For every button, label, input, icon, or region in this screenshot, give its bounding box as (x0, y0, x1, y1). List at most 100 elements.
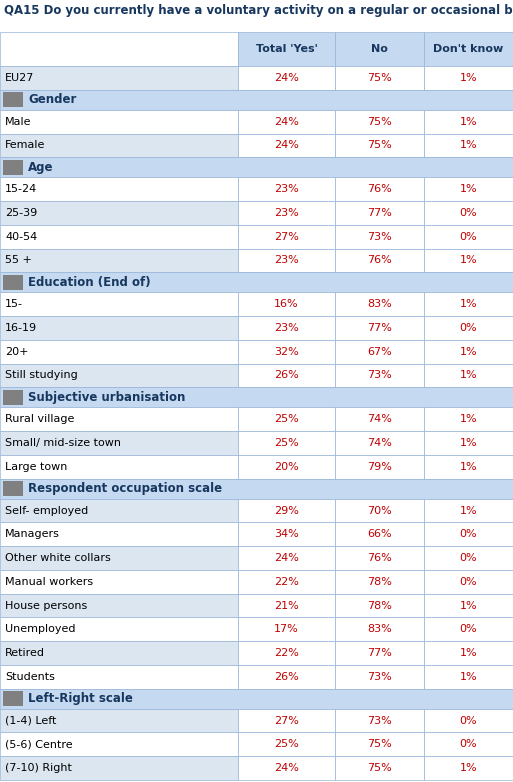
Text: 25%: 25% (274, 438, 299, 448)
Bar (335, 431, 424, 455)
Text: 40-54: 40-54 (5, 231, 37, 242)
Bar (0, 157, 513, 178)
Bar (238, 665, 335, 689)
Text: 0%: 0% (460, 208, 477, 218)
Text: 25%: 25% (274, 739, 299, 749)
Text: 25%: 25% (274, 414, 299, 425)
Text: Small/ mid-size town: Small/ mid-size town (5, 438, 121, 448)
Bar (238, 522, 335, 546)
Bar (424, 756, 513, 780)
Bar (238, 109, 335, 134)
Bar (3, 274, 23, 290)
Text: 0%: 0% (460, 739, 477, 749)
Text: Managers: Managers (5, 529, 60, 540)
Text: 0%: 0% (460, 553, 477, 563)
Text: 73%: 73% (367, 371, 392, 381)
Bar (238, 570, 335, 594)
Bar (0, 594, 238, 618)
Bar (238, 178, 335, 201)
Bar (424, 618, 513, 641)
Text: EU27: EU27 (5, 73, 34, 83)
Text: 24%: 24% (274, 117, 299, 127)
Bar (335, 134, 424, 157)
Bar (424, 201, 513, 224)
Text: 76%: 76% (367, 256, 392, 265)
Bar (0, 522, 238, 546)
Bar (335, 665, 424, 689)
Bar (424, 594, 513, 618)
Text: 1%: 1% (460, 73, 477, 83)
Bar (424, 522, 513, 546)
Bar (0, 90, 513, 109)
Text: 23%: 23% (274, 208, 299, 218)
Bar (238, 66, 335, 90)
Text: 66%: 66% (367, 529, 392, 540)
Bar (3, 160, 23, 175)
Bar (238, 641, 335, 665)
Bar (335, 522, 424, 546)
Bar (0, 292, 238, 316)
Bar (335, 570, 424, 594)
Bar (424, 134, 513, 157)
Text: 75%: 75% (367, 141, 392, 150)
Text: 16%: 16% (274, 300, 299, 309)
Text: 1%: 1% (460, 141, 477, 150)
Text: 1%: 1% (460, 648, 477, 658)
Text: 0%: 0% (460, 577, 477, 586)
Text: Gender: Gender (28, 93, 76, 106)
Bar (0, 316, 238, 340)
Bar (0, 665, 238, 689)
Text: Manual workers: Manual workers (5, 577, 93, 586)
Text: Female: Female (5, 141, 45, 150)
Bar (424, 431, 513, 455)
Bar (335, 66, 424, 90)
Bar (424, 407, 513, 431)
Text: 23%: 23% (274, 256, 299, 265)
Text: 1%: 1% (460, 184, 477, 194)
Text: 0%: 0% (460, 716, 477, 726)
Bar (335, 249, 424, 272)
Text: 1%: 1% (460, 256, 477, 265)
Bar (335, 32, 424, 66)
Text: 70%: 70% (367, 505, 392, 515)
Bar (0, 618, 238, 641)
Text: 1%: 1% (460, 300, 477, 309)
Text: 1%: 1% (460, 346, 477, 357)
Bar (0, 340, 238, 364)
Bar (238, 340, 335, 364)
Text: 15-: 15- (5, 300, 23, 309)
Bar (238, 249, 335, 272)
Text: 20+: 20+ (5, 346, 29, 357)
Text: 77%: 77% (367, 648, 392, 658)
Bar (0, 479, 513, 499)
Bar (238, 431, 335, 455)
Text: Respondent occupation scale: Respondent occupation scale (28, 482, 222, 495)
Text: QA15 Do you currently have a voluntary activity on a regular or occasional basis: QA15 Do you currently have a voluntary a… (4, 4, 513, 17)
Bar (238, 224, 335, 249)
Bar (3, 390, 23, 405)
Text: 74%: 74% (367, 438, 392, 448)
Text: Retired: Retired (5, 648, 45, 658)
Text: 77%: 77% (367, 208, 392, 218)
Text: 75%: 75% (367, 763, 392, 773)
Bar (0, 756, 238, 780)
Text: 76%: 76% (367, 184, 392, 194)
Text: 1%: 1% (460, 461, 477, 472)
Bar (335, 641, 424, 665)
Bar (424, 178, 513, 201)
Text: Age: Age (28, 161, 53, 174)
Text: 29%: 29% (274, 505, 299, 515)
Text: (1-4) Left: (1-4) Left (5, 716, 56, 726)
Text: Still studying: Still studying (5, 371, 78, 381)
Text: Male: Male (5, 117, 31, 127)
Text: 77%: 77% (367, 323, 392, 333)
Text: House persons: House persons (5, 601, 87, 611)
Text: 25-39: 25-39 (5, 208, 37, 218)
Text: 0%: 0% (460, 323, 477, 333)
Text: 24%: 24% (274, 73, 299, 83)
Text: 22%: 22% (274, 577, 299, 586)
Bar (335, 756, 424, 780)
Bar (0, 570, 238, 594)
Bar (424, 316, 513, 340)
Bar (0, 224, 238, 249)
